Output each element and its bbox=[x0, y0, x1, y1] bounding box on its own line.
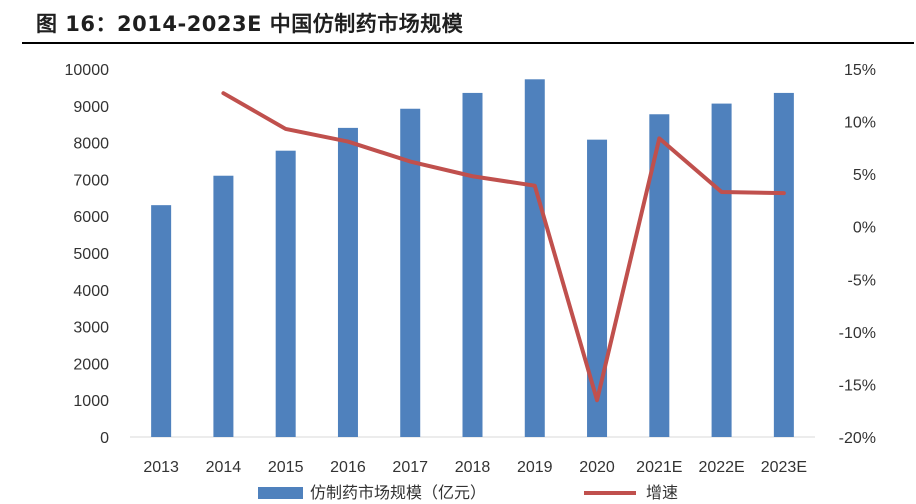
right-tick-label: -10% bbox=[839, 325, 876, 342]
x-tick-label: 2015 bbox=[268, 459, 304, 476]
x-tick-label: 2021E bbox=[636, 459, 682, 476]
x-tick-label: 2023E bbox=[761, 459, 807, 476]
right-tick-label: -15% bbox=[839, 377, 876, 394]
right-tick-label: 15% bbox=[844, 62, 876, 79]
right-tick-label: 0% bbox=[853, 220, 876, 237]
x-tick-label: 2014 bbox=[206, 459, 242, 476]
bar-2014 bbox=[213, 175, 234, 437]
right-tick-label: -5% bbox=[848, 272, 876, 289]
left-tick-label: 6000 bbox=[73, 209, 109, 226]
title-divider bbox=[22, 42, 914, 44]
growth-line bbox=[221, 91, 786, 403]
bar-2013 bbox=[151, 205, 172, 437]
legend-line-label: 增速 bbox=[646, 483, 678, 502]
bar-2018 bbox=[462, 92, 483, 438]
left-tick-label: 7000 bbox=[73, 172, 109, 189]
left-tick-label: 10000 bbox=[65, 62, 110, 79]
right-tick-label: -20% bbox=[839, 430, 876, 447]
left-tick-label: 5000 bbox=[73, 246, 109, 263]
right-tick-label: 10% bbox=[844, 115, 876, 132]
bar-2021E bbox=[649, 114, 670, 437]
growth-line-series bbox=[221, 91, 786, 403]
legend-bar-swatch bbox=[258, 487, 303, 499]
left-tick-label: 8000 bbox=[73, 136, 109, 153]
bar-2019 bbox=[524, 79, 545, 437]
left-tick-label: 4000 bbox=[73, 283, 109, 300]
chart-title: 图 16：2014-2023E 中国仿制药市场规模 bbox=[36, 12, 464, 36]
bar-2023E bbox=[773, 92, 794, 438]
x-tick-label: 2022E bbox=[698, 459, 744, 476]
x-tick-label: 2019 bbox=[517, 459, 553, 476]
legend: 仿制药市场规模（亿元） 增速 bbox=[258, 483, 678, 502]
left-tick-label: 1000 bbox=[73, 393, 109, 410]
left-tick-label: 9000 bbox=[73, 99, 109, 116]
left-axis-ticks: 0 1000 2000 3000 4000 5000 6000 7000 8000 9000 100… bbox=[65, 62, 110, 447]
left-tick-label: 2000 bbox=[73, 356, 109, 373]
legend-bar-label: 仿制药市场规模（亿元） bbox=[310, 483, 486, 502]
x-tick-label: 2018 bbox=[455, 459, 491, 476]
left-tick-label: 3000 bbox=[73, 320, 109, 337]
bar-series bbox=[151, 79, 794, 438]
bar-2015 bbox=[275, 150, 296, 438]
bar-2022E bbox=[711, 103, 732, 437]
right-axis-ticks: -20% -15% -10% -5% 0% 5% 10% 15% bbox=[839, 62, 876, 447]
bar-2016 bbox=[337, 127, 358, 437]
left-tick-label: 0 bbox=[100, 430, 109, 447]
x-tick-label: 2017 bbox=[392, 459, 428, 476]
x-tick-label: 2020 bbox=[579, 459, 615, 476]
bar-2020 bbox=[587, 139, 608, 437]
right-tick-label: 5% bbox=[853, 167, 876, 184]
x-axis-ticks: 2013 2014 2015 2016 2017 2018 2019 2020 2021E 202… bbox=[143, 459, 807, 476]
bar-2017 bbox=[400, 108, 421, 437]
x-tick-label: 2016 bbox=[330, 459, 366, 476]
x-tick-label: 2013 bbox=[143, 459, 179, 476]
